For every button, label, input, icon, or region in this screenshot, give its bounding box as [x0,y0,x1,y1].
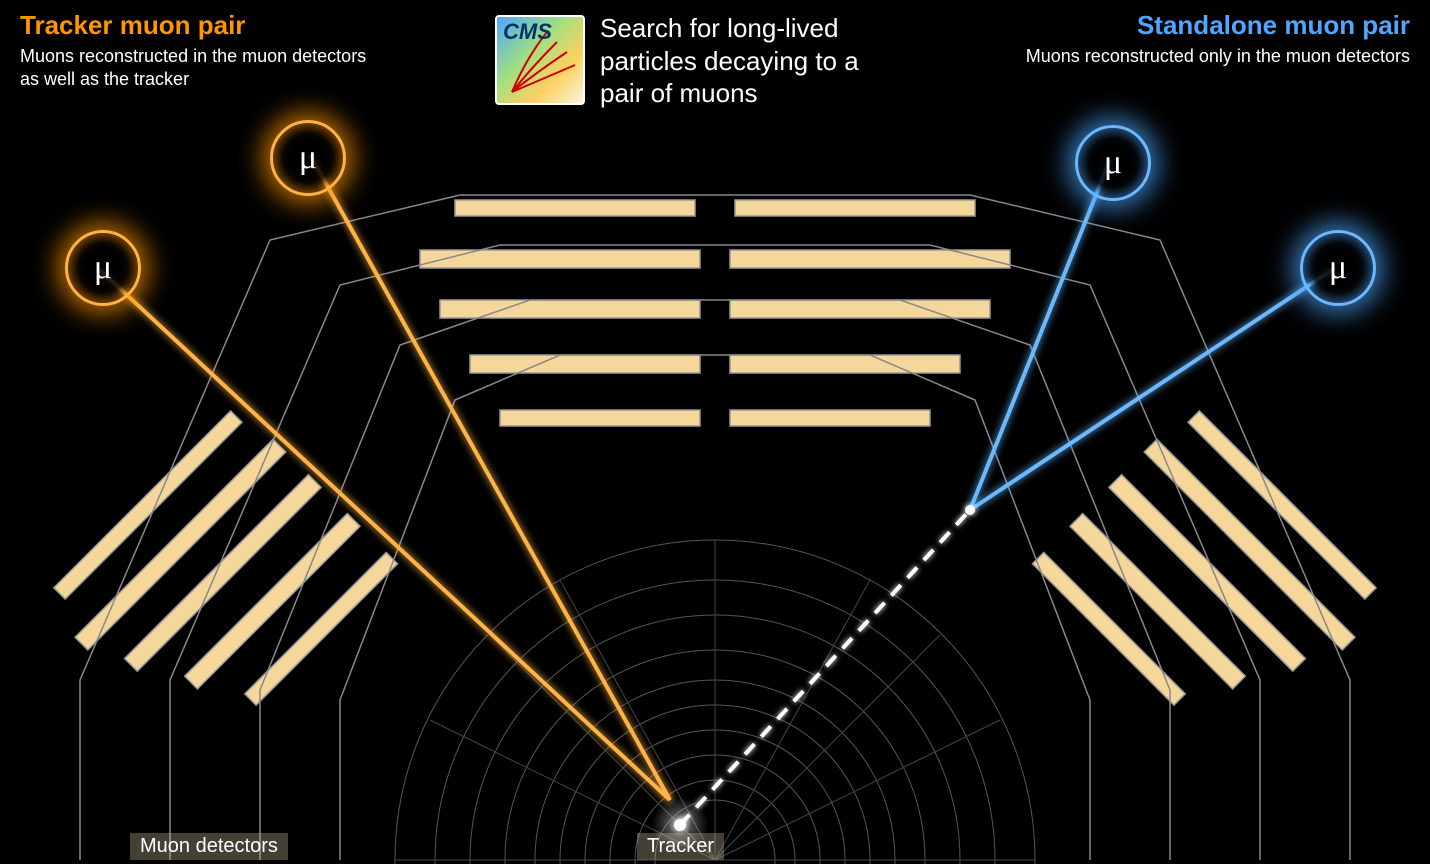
muon-blue-2: μ [1300,230,1376,306]
tracker-muon-subtitle: Muons reconstructed in the muon detector… [20,45,380,92]
standalone-muon-subtitle: Muons reconstructed only in the muon det… [980,45,1410,68]
track-llp-dashed [680,510,970,825]
muon-blue-1: μ [1075,125,1151,201]
muon-orange-2: μ [270,120,346,196]
label-muon-detectors: Muon detectors [130,833,288,860]
header-left: Tracker muon pair Muons reconstructed in… [20,10,380,92]
main-title: Search for long-lived particles decaying… [600,12,870,110]
cms-logo: CMS [495,15,585,105]
track-blue-2 [970,268,1335,510]
tracker-spokes [395,540,1035,860]
muon-orange-1: μ [65,230,141,306]
track-blue-1 [970,160,1110,510]
tracker-muon-title: Tracker muon pair [20,10,380,41]
label-tracker: Tracker [637,833,724,860]
standalone-muon-title: Standalone muon pair [980,10,1410,41]
detector-diagram [0,0,1430,864]
header-right: Standalone muon pair Muons reconstructed… [980,10,1410,68]
header-center: Search for long-lived particles decaying… [600,12,870,110]
cms-logo-text: CMS [503,19,552,45]
